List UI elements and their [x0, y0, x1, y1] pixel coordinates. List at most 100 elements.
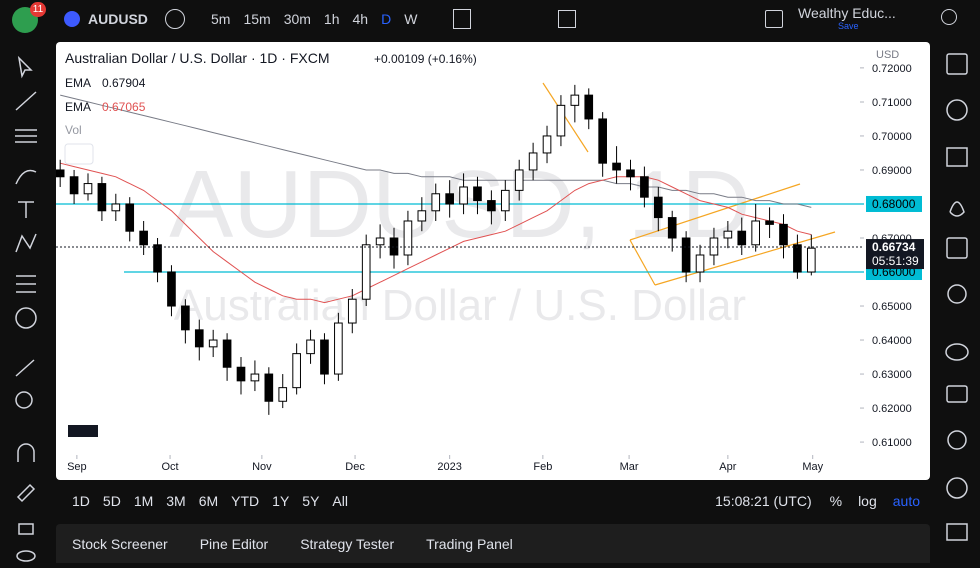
indicator-value: 0.67065	[102, 100, 146, 114]
candle-body	[334, 322, 343, 375]
range-button[interactable]: 3M	[166, 493, 186, 509]
y-tick-label: 0.63000	[872, 369, 912, 381]
candle-body	[125, 203, 135, 232]
y-tick-label: 0.72000	[872, 63, 912, 75]
percent-toggle[interactable]: %	[829, 493, 843, 509]
candle-body	[167, 271, 176, 307]
candle-body	[626, 169, 635, 178]
chart-type[interactable]	[453, 9, 471, 29]
watchlist[interactable]	[946, 53, 968, 75]
range-button[interactable]: All	[332, 493, 348, 509]
range-button[interactable]: 1D	[72, 493, 90, 509]
notifications[interactable]	[946, 523, 968, 541]
candle-body	[570, 94, 580, 106]
candle-body	[640, 176, 649, 198]
draw-mode[interactable]	[16, 483, 36, 503]
y-tick-label: 0.65000	[872, 301, 912, 313]
collapse-button[interactable]	[64, 143, 94, 165]
interval[interactable]: 4h	[352, 11, 369, 27]
candle-body	[278, 387, 288, 402]
save[interactable]: Save	[838, 21, 859, 31]
text-tool[interactable]	[18, 201, 34, 218]
range-button[interactable]: 5Y	[302, 493, 320, 509]
interval[interactable]: 30m	[283, 11, 311, 27]
layouts[interactable]	[558, 10, 576, 28]
account[interactable]: Wealthy Educ...	[798, 5, 896, 21]
candle-body	[56, 169, 65, 178]
data-window[interactable]	[946, 147, 968, 167]
panel-tab[interactable]: Strategy Tester	[300, 535, 395, 552]
candle-body	[487, 200, 496, 212]
currency: USD	[876, 49, 899, 61]
candle-body	[111, 203, 121, 212]
candle-body	[542, 135, 552, 154]
candles	[56, 84, 816, 415]
panel-tab[interactable]: Pine Editor	[199, 535, 269, 552]
interval[interactable]: W	[404, 11, 418, 27]
range-button[interactable]: 6M	[198, 493, 219, 509]
candle-body	[236, 366, 246, 382]
interval[interactable]: D	[381, 11, 392, 27]
chats[interactable]	[946, 385, 968, 403]
candle-body	[667, 217, 677, 239]
calendar[interactable]	[946, 237, 968, 259]
lock-tool[interactable]	[18, 523, 34, 535]
pattern-tool[interactable]	[15, 233, 37, 253]
candle-body	[751, 220, 761, 246]
streams[interactable]	[945, 343, 969, 361]
candle-body	[403, 220, 413, 256]
replay[interactable]	[946, 477, 968, 499]
symbol[interactable]: AUDUSD	[88, 11, 148, 27]
magnet-tool[interactable]	[17, 443, 35, 462]
add-symbol[interactable]	[165, 9, 185, 29]
panel-tab[interactable]: Stock Screener	[72, 535, 168, 552]
alerts[interactable]	[946, 99, 968, 121]
panel-tab[interactable]: Trading Panel	[426, 535, 513, 552]
candle-body	[83, 183, 93, 195]
candle-body	[528, 152, 538, 171]
zoom-tool[interactable]	[15, 391, 33, 409]
intervals: 5m 15m 30m 1h 4h D W	[211, 11, 430, 27]
candle-body	[347, 298, 357, 324]
measure-tool[interactable]	[15, 359, 35, 377]
candle-body	[612, 162, 621, 171]
time: 15:08:21 (UTC)	[715, 493, 812, 509]
range-button[interactable]: 1M	[133, 493, 154, 509]
fullscreen[interactable]	[765, 10, 783, 28]
cursor-tool[interactable]	[17, 55, 33, 79]
brush-tool[interactable]	[15, 169, 37, 185]
chart: AUDUSD, 1DAustralian Dollar / U.S. Dolla…	[56, 42, 930, 480]
candle-body	[139, 230, 148, 246]
volume-label: Vol	[65, 123, 82, 137]
countdown: 05:51:39	[872, 254, 919, 268]
log-toggle[interactable]: log	[858, 493, 877, 509]
emoji-tool[interactable]	[15, 307, 37, 329]
widget-icons	[945, 53, 969, 541]
forecast-tool[interactable]	[16, 275, 36, 293]
indicator-value: 0.67904	[102, 76, 146, 90]
hide-tool[interactable]	[16, 550, 36, 562]
y-tick-label: 0.61000	[872, 437, 912, 449]
range-button[interactable]: 5D	[102, 493, 121, 509]
candle-body	[681, 237, 691, 273]
interval[interactable]: 15m	[243, 11, 271, 27]
interval[interactable]: 1h	[323, 11, 340, 27]
interval[interactable]: 5m	[211, 11, 231, 27]
ideas[interactable]	[947, 284, 967, 304]
range-button[interactable]: 1Y	[272, 493, 290, 509]
hotlists[interactable]	[949, 201, 965, 217]
line-tool[interactable]	[15, 91, 37, 111]
candle-body	[556, 104, 566, 137]
candle-body	[793, 244, 802, 273]
candle-body	[97, 183, 107, 212]
search[interactable]	[941, 9, 957, 25]
current-price-bg	[866, 239, 924, 270]
right-toolbar	[934, 42, 980, 563]
auto-toggle[interactable]: auto	[892, 493, 920, 509]
range-button[interactable]: YTD	[231, 493, 260, 509]
indicator-name: EMA	[65, 76, 91, 90]
candle-body	[459, 186, 468, 205]
fib-tool[interactable]	[15, 129, 37, 143]
help[interactable]	[947, 430, 967, 450]
